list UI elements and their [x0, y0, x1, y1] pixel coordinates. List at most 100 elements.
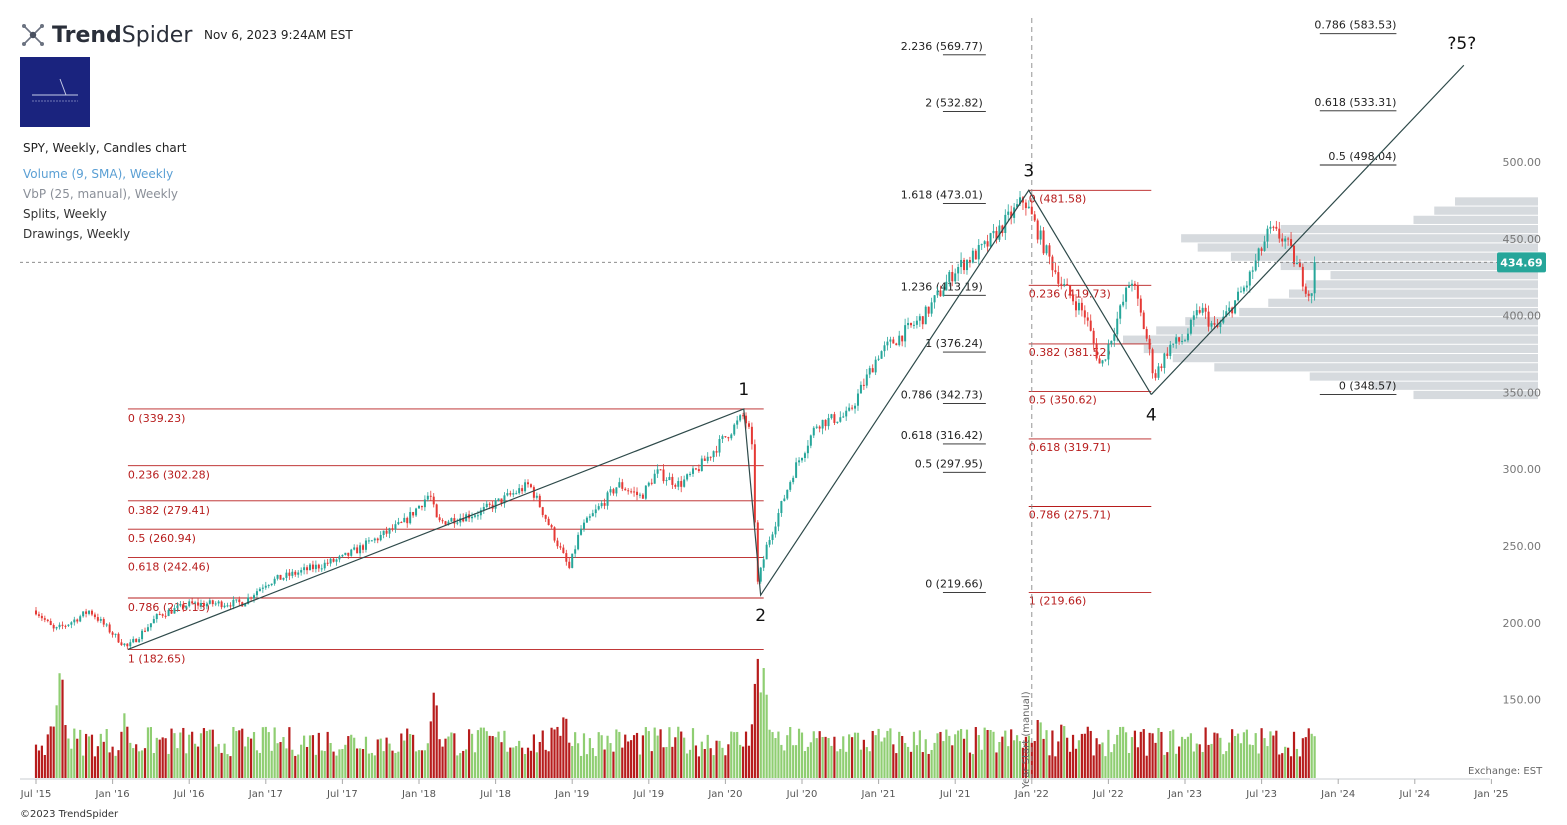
candle-body [1157, 366, 1160, 378]
volume-bar [300, 744, 303, 778]
volume-bar [509, 747, 512, 778]
candle-body [1192, 315, 1195, 320]
fib-level-label: 1.618 (473.01) [901, 188, 983, 201]
candle-body [1089, 320, 1092, 331]
candle-body [818, 426, 821, 429]
volume-bar [226, 754, 229, 778]
volume-bar [1110, 752, 1113, 778]
volume-bar [1045, 730, 1048, 778]
volume-bar [942, 741, 945, 778]
candle-body [538, 495, 541, 508]
volume-bar [550, 727, 553, 778]
volume-bar [1021, 747, 1025, 778]
volume-bar [574, 732, 577, 778]
volume-bar [1010, 729, 1013, 778]
volume-bar [859, 749, 863, 778]
x-tick-label: Jul '18 [479, 789, 511, 800]
volume-bar [370, 752, 373, 778]
candle-body [123, 643, 126, 646]
volume-bar [1013, 740, 1016, 778]
volume-bar [185, 753, 188, 778]
candle-body [1228, 307, 1231, 312]
candle-body [1254, 260, 1257, 271]
candle-body [836, 421, 839, 423]
candle-body [1125, 287, 1128, 302]
candle-body [303, 567, 306, 571]
candle-body [980, 244, 983, 246]
fib-level-label: 0.618 (533.31) [1314, 96, 1396, 109]
candle-body [845, 410, 848, 417]
volume-bar [73, 728, 76, 778]
volume-bar [208, 729, 211, 778]
volume-bar [662, 747, 665, 778]
candle-body [686, 474, 689, 480]
candle-body [382, 530, 385, 535]
indicator-vbp[interactable]: VbP (25, manual), Weekly [23, 187, 179, 201]
volume-bar [959, 728, 963, 778]
volume-by-price-layer [1123, 197, 1538, 400]
volume-bar [650, 751, 653, 778]
volume-bar [232, 726, 235, 778]
candle-body [647, 482, 650, 486]
candle-body [747, 423, 750, 427]
candle-body [217, 601, 220, 604]
volume-bar [503, 730, 506, 778]
volume-bar [491, 736, 494, 778]
candle-body [435, 504, 438, 518]
x-tick-label: Jul '15 [20, 789, 52, 800]
volume-bar [653, 727, 656, 778]
candle-body [353, 547, 356, 550]
volume-bar [412, 734, 415, 778]
candle-body [117, 633, 120, 643]
candle-body [1010, 211, 1013, 218]
volume-bar [812, 731, 815, 778]
fib-level-label: 0 (481.58) [1029, 192, 1087, 205]
brand-logo[interactable]: TrendSpider [20, 22, 192, 48]
volume-bar [756, 658, 759, 778]
volume-bar [76, 738, 79, 778]
volume-bar [989, 729, 992, 778]
volume-bar [709, 748, 712, 778]
volume-bar [394, 753, 397, 778]
vbp-bar [1239, 307, 1538, 317]
volume-bar [373, 755, 376, 778]
volume-bar [149, 727, 152, 778]
volume-bar [1157, 727, 1160, 778]
x-tick-label: Jul '16 [173, 789, 205, 800]
candle-body [659, 469, 662, 471]
volume-bar [255, 750, 259, 778]
candle-body [1110, 340, 1113, 345]
volume-bar [1015, 735, 1019, 778]
vbp-bar [1268, 298, 1538, 307]
candle-body [798, 460, 801, 463]
volume-bar [1122, 726, 1125, 778]
indicator-splits[interactable]: Splits, Weekly [23, 207, 107, 221]
candle-body [535, 495, 538, 498]
candle-body [146, 627, 149, 632]
volume-bar [565, 718, 568, 778]
volume-bar [1263, 738, 1266, 778]
candle-body [1260, 248, 1263, 251]
volume-bar [67, 738, 70, 778]
volume-bar [1077, 740, 1081, 778]
candle-body [105, 624, 108, 626]
volume-bar [335, 755, 338, 778]
indicator-drawings[interactable]: Drawings, Weekly [23, 227, 131, 241]
x-tick-label: Jan '21 [861, 789, 896, 800]
last-price-badge [1497, 252, 1546, 273]
candle-body [397, 522, 400, 525]
candle-body [49, 620, 52, 625]
candle-body [1098, 358, 1101, 364]
candle-body [963, 259, 966, 271]
candle-body [250, 597, 253, 599]
candle-body [126, 643, 129, 647]
candle-body [968, 260, 971, 263]
indicator-volume[interactable]: Volume (9, SMA), Weekly [23, 167, 174, 181]
x-tick-label: Jul '20 [786, 789, 818, 800]
volume-bar [962, 738, 966, 778]
volume-bar [630, 740, 633, 778]
volume-bar [450, 732, 453, 778]
candle-body [1045, 245, 1048, 254]
candle-body [426, 495, 429, 500]
